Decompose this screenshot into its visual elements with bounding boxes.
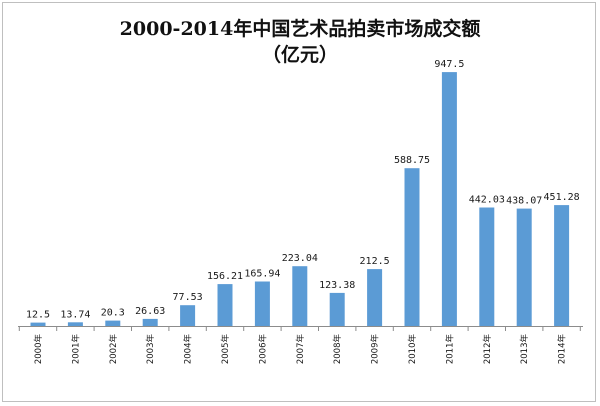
bar-7 [292, 266, 308, 326]
bar-value-label: 13.74 [60, 309, 90, 320]
chart-frame [2, 2, 596, 402]
chart-title: 2000-2014年中国艺术品拍卖市场成交额 [119, 18, 481, 40]
category-label: 2012年 [482, 334, 493, 365]
bar-value-label: 20.3 [101, 308, 125, 319]
bar-3 [142, 318, 158, 326]
category-label: 2000年 [33, 334, 44, 365]
category-label: 2006年 [257, 334, 268, 365]
bar-12 [479, 207, 495, 326]
bar-14 [554, 205, 570, 326]
bar-8 [329, 292, 345, 326]
bar-value-label: 77.53 [173, 292, 203, 303]
bar-4 [180, 305, 196, 326]
category-label: 2005年 [220, 334, 231, 365]
category-label: 2009年 [370, 334, 381, 365]
bar-value-label: 438.07 [506, 196, 542, 207]
data-labels: 12.5 13.74 20.3 26.63 77.53 156.21 165.94223.0… [26, 59, 580, 321]
bar-value-label: 947.5 [434, 59, 464, 70]
bar-value-label: 442.03 [469, 195, 505, 206]
bar-0 [30, 322, 46, 326]
bar-13 [516, 208, 532, 326]
category-label: 2013年 [519, 334, 530, 365]
bar-value-label: 12.5 [26, 310, 50, 321]
bar-2 [105, 320, 121, 326]
x-axis-tick-labels: 2000年 2001年 2002年 2003年 2004年 2005年 2006年 2007年… [33, 334, 568, 365]
category-label: 2014年 [557, 334, 568, 365]
bar-value-label: 212.5 [360, 256, 390, 267]
category-label: 2008年 [332, 334, 343, 365]
bar-11 [441, 72, 457, 326]
bar-value-label: 123.38 [319, 280, 355, 291]
category-label: 2010年 [407, 334, 418, 365]
category-label: 2007年 [295, 334, 306, 365]
bar-5 [217, 284, 233, 326]
x-axis-ticks [18, 326, 581, 331]
bar-value-label: 223.04 [282, 253, 318, 264]
bar-value-label: 26.63 [135, 306, 165, 317]
bar-value-label: 451.28 [544, 192, 580, 203]
bar-value-label: 156.21 [207, 271, 243, 282]
chart-subtitle: （亿元） [261, 44, 338, 66]
bar-9 [367, 269, 383, 327]
bar-1 [67, 322, 83, 326]
category-label: 2002年 [108, 334, 119, 365]
bar-value-label: 165.94 [244, 269, 280, 280]
category-label: 2004年 [183, 334, 194, 365]
category-label: 2003年 [145, 334, 156, 365]
bar-series [30, 72, 570, 327]
bar-6 [254, 281, 270, 326]
bar-10 [404, 168, 420, 326]
category-label: 2011年 [444, 334, 455, 365]
bar-value-label: 588.75 [394, 155, 430, 166]
category-label: 2001年 [70, 334, 81, 365]
